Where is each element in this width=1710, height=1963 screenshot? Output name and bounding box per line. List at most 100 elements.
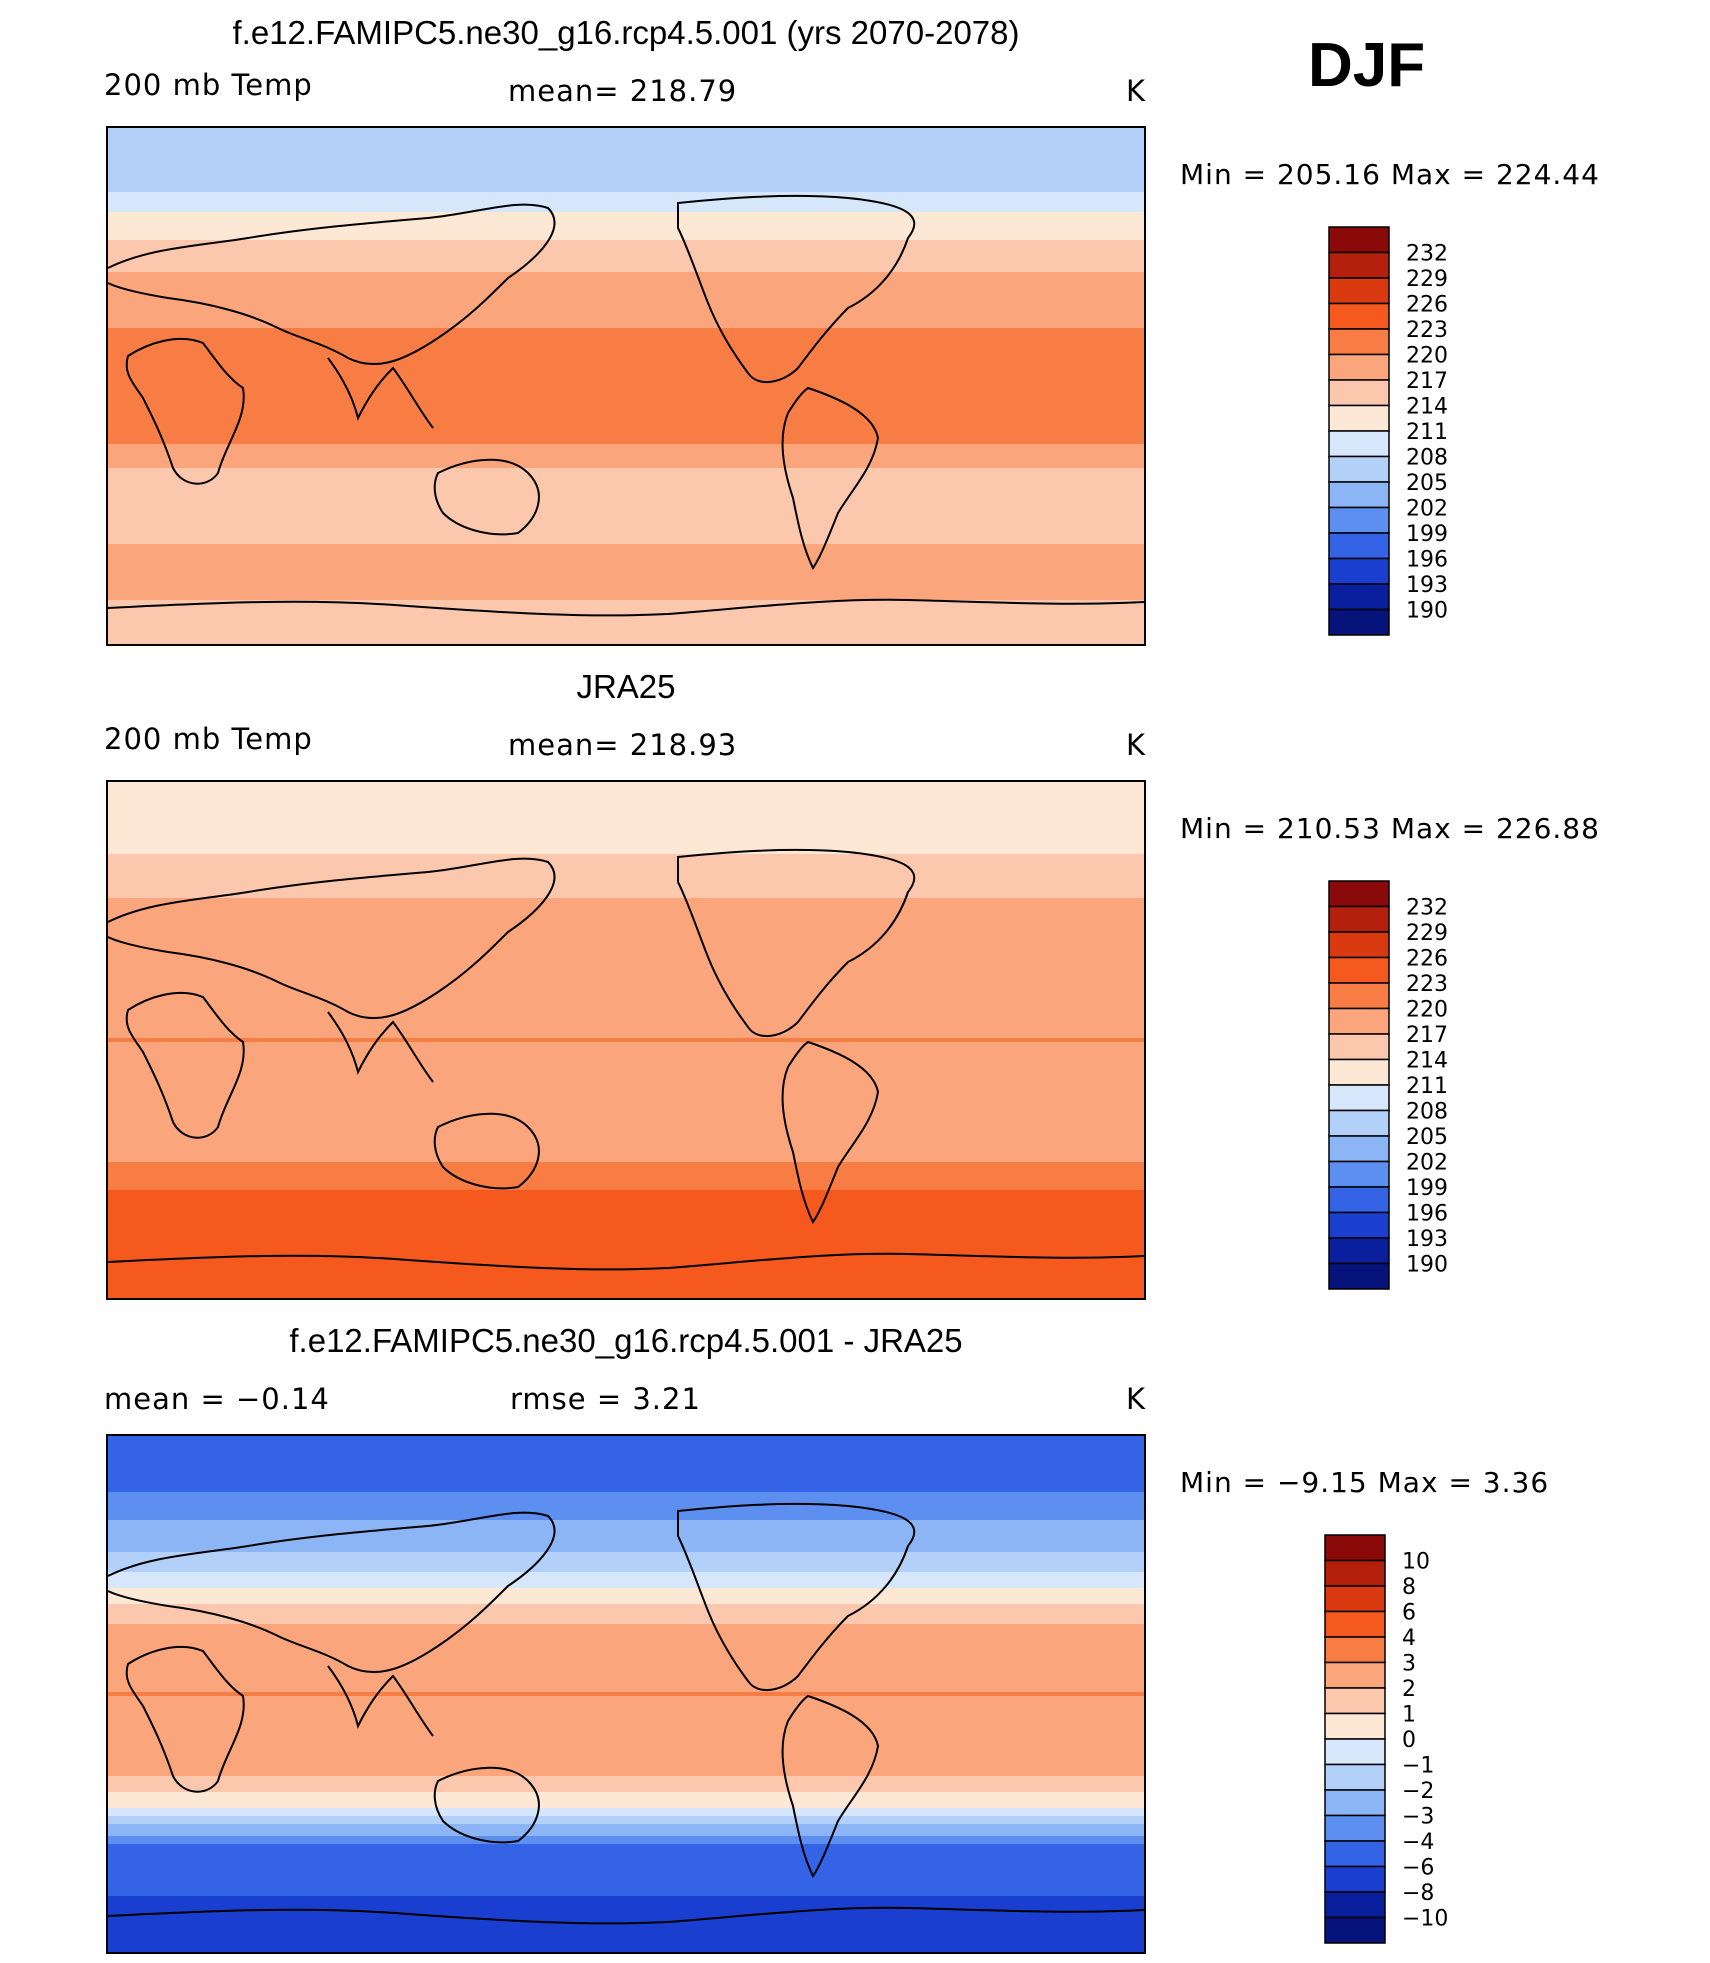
- field-band: [108, 1058, 1144, 1063]
- field-band: [108, 942, 1144, 947]
- colorbar-box: [1328, 353, 1390, 381]
- field-band: [108, 958, 1144, 963]
- field-band: [108, 1034, 1144, 1039]
- colorbar-label: −6: [1402, 1856, 1434, 1881]
- field-band: [108, 990, 1144, 995]
- field-band: [108, 854, 1144, 859]
- field-bands: [108, 782, 1144, 1298]
- colorbar-box: [1324, 1865, 1386, 1893]
- panel-3-colorbar: 10 8 6 4 3 2 1 0 −1 −2 −3 −4 −6 −8 −10: [1324, 1534, 1504, 1951]
- field-band: [108, 244, 1144, 249]
- field-band: [108, 1006, 1144, 1011]
- field-band: [108, 148, 1144, 153]
- field-band: [108, 168, 1144, 173]
- colorbar-label: 199: [1406, 1176, 1448, 1201]
- field-band: [108, 1106, 1144, 1111]
- field-band: [108, 1812, 1144, 1817]
- field-band: [108, 1920, 1144, 1925]
- field-band: [108, 862, 1144, 867]
- field-band: [108, 264, 1144, 269]
- field-band: [108, 1800, 1144, 1805]
- panel-1-title: f.e12.FAMIPC5.ne30_g16.rcp4.5.001 (yrs 2…: [232, 14, 1020, 51]
- field-band: [108, 1660, 1144, 1665]
- field-band: [108, 1452, 1144, 1457]
- panel-2-colorbar: 232 229 226 223 220 217 214 211 208 205 202 199 196 1…: [1328, 880, 1508, 1297]
- field-band: [108, 1074, 1144, 1079]
- field-band: [108, 1492, 1144, 1497]
- field-band: [108, 1234, 1144, 1239]
- panel-1-map: [106, 126, 1146, 646]
- colorbar-label: 2: [1402, 1677, 1416, 1702]
- field-band: [108, 1130, 1144, 1135]
- colorbar-box: [1328, 1160, 1390, 1188]
- field-band: [108, 364, 1144, 369]
- field-band: [108, 1230, 1144, 1235]
- field-band: [108, 332, 1144, 337]
- field-band: [108, 316, 1144, 321]
- panel-3-mean-label: mean = −0.14: [104, 1382, 330, 1416]
- panel-2-minmax: Min = 210.53 Max = 226.88: [1180, 812, 1600, 845]
- colorbar-box: [1328, 455, 1390, 483]
- colorbar-label: 223: [1406, 318, 1448, 343]
- field-band: [108, 1496, 1144, 1501]
- colorbar-box: [1324, 1687, 1386, 1715]
- colorbar-box: [1328, 931, 1390, 959]
- panel-1-minmax: Min = 205.16 Max = 224.44: [1180, 158, 1600, 191]
- field-band: [108, 336, 1144, 341]
- field-band: [108, 1860, 1144, 1865]
- field-band: [108, 492, 1144, 497]
- field-band: [108, 604, 1144, 609]
- colorbar-box: [1328, 608, 1390, 636]
- field-band: [108, 858, 1144, 863]
- field-band: [108, 894, 1144, 899]
- field-band: [108, 632, 1144, 637]
- field-band: [108, 1002, 1144, 1007]
- field-band: [108, 352, 1144, 357]
- field-band: [108, 1916, 1144, 1921]
- colorbar-label: 208: [1406, 446, 1448, 471]
- field-band: [108, 404, 1144, 409]
- panel-2-units-label: K: [1126, 728, 1147, 762]
- field-band: [108, 1652, 1144, 1657]
- field-band: [108, 938, 1144, 943]
- field-band: [108, 432, 1144, 437]
- field-band: [108, 870, 1144, 875]
- field-band: [108, 504, 1144, 509]
- field-band: [108, 1640, 1144, 1645]
- colorbar-box: [1324, 1534, 1386, 1562]
- colorbar-label: 3: [1402, 1652, 1416, 1677]
- colorbar-svg: 2322292262232202172142112082052021991961…: [1328, 226, 1448, 636]
- field-band: [108, 140, 1144, 145]
- colorbar-label: 211: [1406, 1074, 1448, 1099]
- field-band: [108, 536, 1144, 541]
- colorbar-label: −4: [1402, 1830, 1434, 1855]
- field-band: [108, 1912, 1144, 1917]
- field-band: [108, 1696, 1144, 1701]
- field-band: [108, 600, 1144, 605]
- field-band: [108, 1070, 1144, 1075]
- field-band: [108, 236, 1144, 241]
- field-band: [108, 260, 1144, 265]
- field-band: [108, 1018, 1144, 1023]
- colorbar-label: 0: [1402, 1728, 1416, 1753]
- field-band: [108, 1178, 1144, 1183]
- field-band: [108, 532, 1144, 537]
- field-band: [108, 448, 1144, 453]
- field-band: [108, 1134, 1144, 1139]
- colorbar-label: 6: [1402, 1601, 1416, 1626]
- field-band: [108, 460, 1144, 465]
- field-band: [108, 1932, 1144, 1937]
- field-band: [108, 584, 1144, 589]
- field-band: [108, 946, 1144, 951]
- field-band: [108, 814, 1144, 819]
- colorbar-label: 190: [1406, 1253, 1448, 1278]
- colorbar-label: 193: [1406, 573, 1448, 598]
- field-band: [108, 1460, 1144, 1465]
- field-band: [108, 1516, 1144, 1521]
- field-band: [108, 1564, 1144, 1569]
- colorbar-box: [1328, 905, 1390, 933]
- field-band: [108, 1560, 1144, 1565]
- field-band: [108, 232, 1144, 237]
- field-band: [108, 384, 1144, 389]
